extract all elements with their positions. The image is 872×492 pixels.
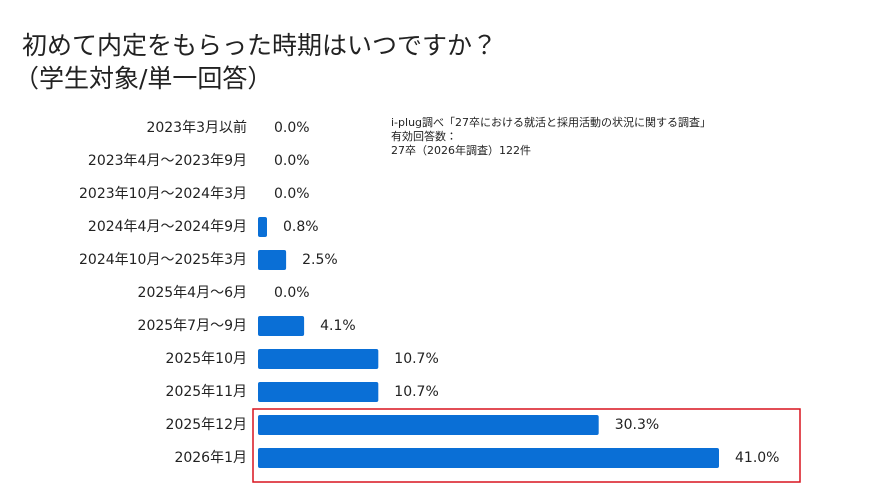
- bar: [258, 250, 287, 270]
- bar: [258, 415, 599, 435]
- value-label: 0.0%: [274, 285, 310, 301]
- value-label: 0.8%: [283, 219, 319, 235]
- bar: [258, 217, 267, 237]
- value-label: 41.0%: [735, 450, 779, 466]
- category-label: 2024年4月～2024年9月: [88, 219, 247, 235]
- value-label: 0.0%: [274, 153, 310, 169]
- highlight-box: [252, 408, 801, 483]
- category-label: 2024年10月～2025年3月: [79, 252, 247, 268]
- category-label: 2025年10月: [166, 351, 247, 367]
- category-label: 2023年3月以前: [146, 119, 247, 136]
- note: 有効回答数：: [391, 129, 457, 143]
- category-label: 2025年7月～9月: [138, 318, 247, 334]
- bar: [258, 349, 379, 369]
- chart-title: 初めて内定をもらった時期はいつですか？: [22, 31, 497, 60]
- category-label: 2023年10月～2024年3月: [79, 186, 247, 202]
- category-label: 2023年4月～2023年9月: [88, 153, 247, 169]
- chart-subtitle: （学生対象/単一回答）: [14, 64, 272, 93]
- note: i-plug調べ「27卒における就活と採用活動の状況に関する調査」: [391, 115, 711, 129]
- category-label: 2025年11月: [166, 384, 247, 400]
- value-label: 30.3%: [615, 417, 659, 433]
- bar: [258, 382, 379, 402]
- value-label: 4.1%: [320, 318, 356, 334]
- value-label: 2.5%: [302, 252, 338, 268]
- category-label: 2026年1月: [174, 450, 247, 466]
- bar: [258, 316, 305, 336]
- note: 27卒（2026年調査）122件: [391, 143, 531, 157]
- bar: [258, 448, 719, 468]
- value-label: 10.7%: [394, 351, 438, 367]
- category-label: 2025年12月: [166, 417, 247, 433]
- category-label: 2025年4月～6月: [138, 285, 247, 301]
- value-label: 0.0%: [274, 186, 310, 202]
- value-label: 10.7%: [394, 384, 438, 400]
- value-label: 0.0%: [274, 120, 310, 136]
